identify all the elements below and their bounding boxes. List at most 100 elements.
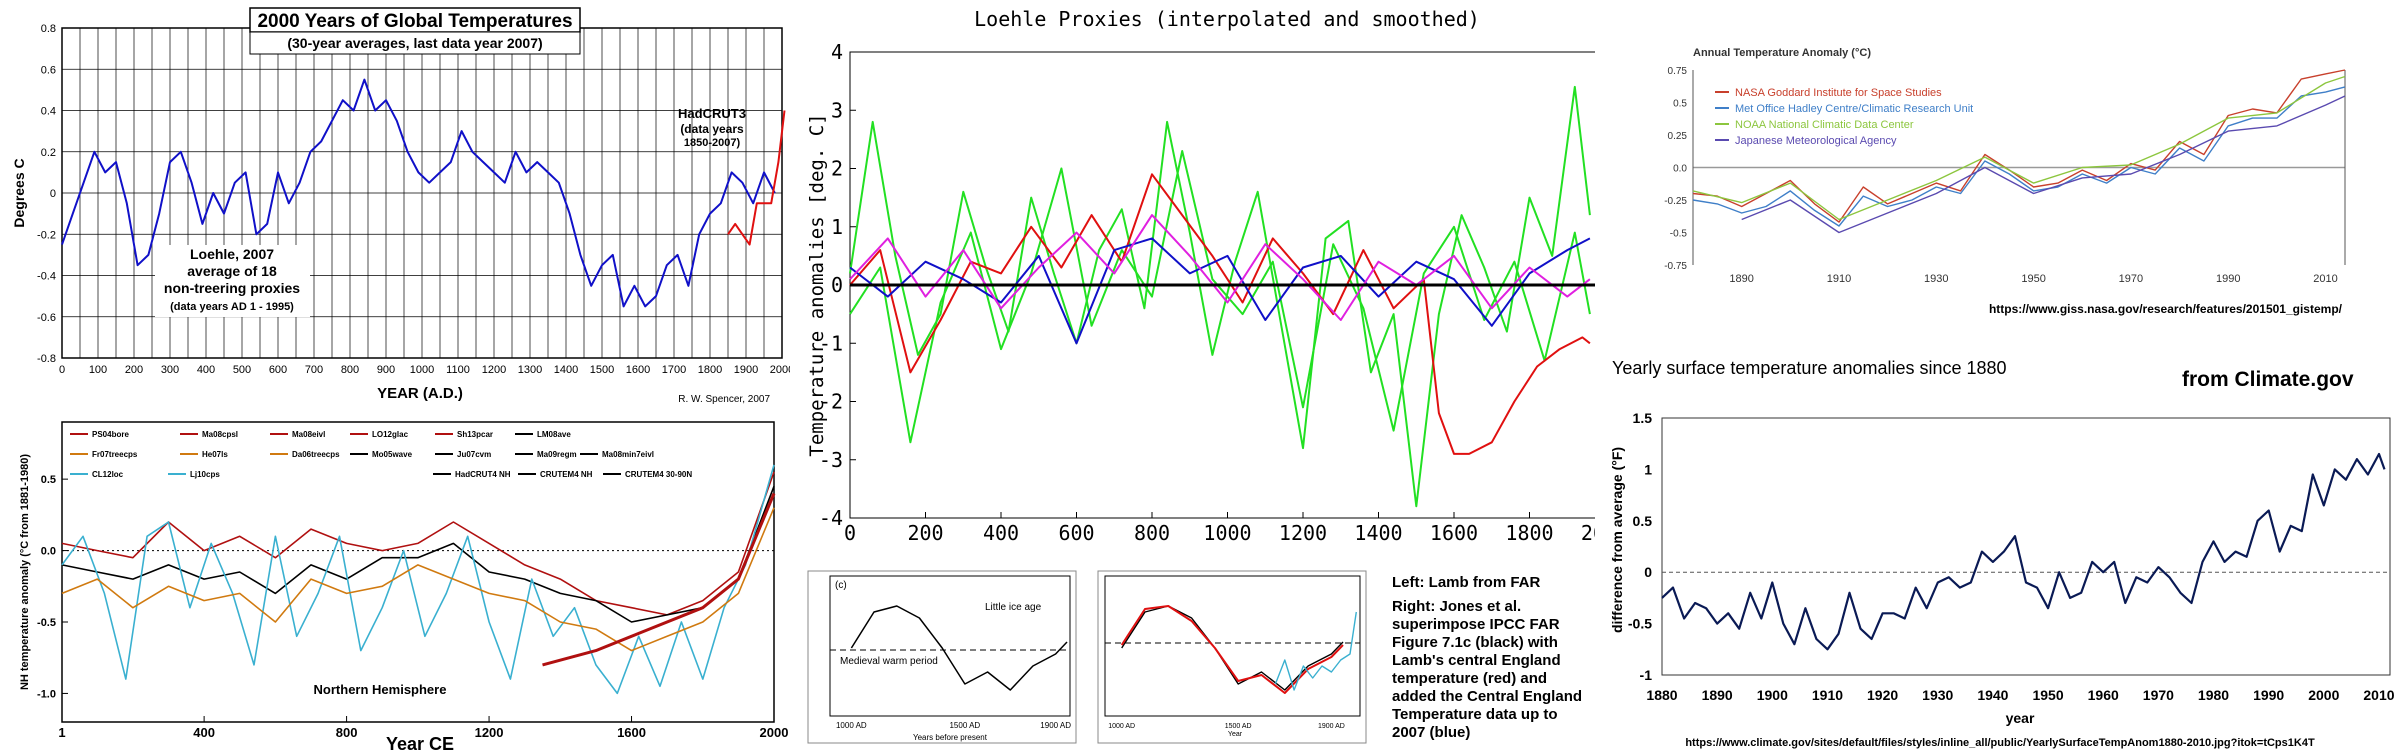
lamb-xlabel: Years before present	[913, 733, 988, 742]
giss-source: https://www.giss.nasa.gov/research/featu…	[1989, 302, 2343, 316]
loehle-y-tick: -4	[819, 506, 843, 530]
nh-legend-label: HadCRUT4 NH	[455, 470, 511, 479]
jones-x-tick: 1000 AD	[1108, 723, 1135, 730]
loehle-y-tick: 2	[831, 157, 843, 181]
nh-legend-label: Mo05wave	[372, 450, 413, 459]
spencer-y-tick: -0.8	[37, 353, 56, 365]
loehle-x-tick: 1400	[1354, 521, 1402, 545]
lamb-annotation-mwp: Medieval warm period	[840, 656, 938, 667]
series-ps04bore	[542, 492, 776, 667]
series-proxy-green-1	[849, 85, 1591, 508]
spencer-y-tick: -0.6	[37, 312, 56, 324]
giss-legend-label: NOAA National Climatic Data Center	[1735, 119, 1914, 131]
spencer-loehle-label: average of 18	[187, 263, 277, 279]
series-anomaly	[1661, 452, 2386, 651]
climategov-xlabel: year	[2006, 710, 2035, 726]
series-central-england-2007	[1274, 611, 1357, 691]
giss-x-tick: 1930	[1924, 273, 1948, 285]
spencer-title: 2000 Years of Global Temperatures	[257, 11, 572, 32]
spencer-x-tick: 2000	[770, 364, 790, 376]
loehle-x-tick: 200	[907, 521, 943, 545]
spencer-subtitle: (30-year averages, last data year 2007)	[287, 35, 542, 51]
climategov-x-tick: 2000	[2308, 687, 2339, 703]
loehle-y-tick: 1	[831, 215, 843, 239]
spencer-x-tick: 1000	[410, 364, 434, 376]
climategov-x-tick: 1950	[2032, 687, 2063, 703]
climategov-brand: from Climate.gov	[2182, 368, 2354, 391]
nh-legend-label: Ma08cpsl	[202, 430, 238, 439]
spencer-loehle-label: Loehle, 2007	[190, 246, 274, 262]
nh-legend-label: Lj10cps	[190, 470, 220, 479]
giss-legend-label: Met Office Hadley Centre/Climatic Resear…	[1735, 103, 1973, 115]
nh-legend-label: CL12loc	[92, 470, 124, 479]
spencer-hadcrut-label: (data years	[680, 122, 744, 136]
giss-title: Annual Temperature Anomaly (°C)	[1693, 47, 1871, 59]
nh-y-tick: -1.0	[37, 688, 56, 700]
nh-legend-label: Sh13pcar	[457, 430, 493, 439]
spencer-x-tick: 500	[233, 364, 251, 376]
spencer-loehle-label: non-treering proxies	[164, 280, 300, 296]
giss-y-tick: 0.0	[1673, 164, 1687, 175]
lamb-chart: (c) Little ice age Medieval warm period …	[807, 570, 1077, 744]
nh-legend-label: Ma08eivl	[292, 430, 325, 439]
climategov-x-tick: 1930	[1922, 687, 1953, 703]
climategov-title: Yearly surface temperature anomalies sin…	[1612, 358, 2007, 378]
climategov-x-tick: 1980	[2198, 687, 2229, 703]
nh-legend-label: Fr07treecps	[92, 450, 138, 459]
jones-note-line: 2007 (blue)	[1392, 724, 1471, 741]
climategov-ylabel: difference from average (°F)	[1609, 447, 1625, 633]
series-lamb	[850, 605, 1068, 691]
spencer-loehle-label: (data years AD 1 - 1995)	[170, 301, 294, 313]
loehle-x-tick: 2000	[1581, 521, 1595, 545]
lamb-annotation-lia: Little ice age	[985, 602, 1042, 613]
jones-note-line: temperature (red) and	[1392, 670, 1548, 687]
spencer-x-tick: 1600	[626, 364, 650, 376]
lamb-panel-label: (c)	[835, 580, 847, 591]
giss-legend-label: Japanese Meteorological Agency	[1735, 135, 1897, 147]
climategov-x-tick: 1990	[2253, 687, 2284, 703]
spencer-y-tick: 0.6	[41, 64, 56, 76]
loehle-x-tick: 400	[983, 521, 1019, 545]
lamb-x-tick: 1000 AD	[836, 721, 867, 730]
nh-x-tick: 1600	[617, 725, 646, 740]
spencer-x-tick: 1900	[734, 364, 758, 376]
nh-legend-label: CRUTEM4 NH	[540, 470, 593, 479]
jones-note-line: added the Central England	[1392, 688, 1583, 705]
series-proxy-blue	[849, 237, 1591, 345]
spencer-x-tick: 1300	[518, 364, 542, 376]
climategov-y-tick: 1.5	[1633, 410, 1653, 426]
giss-x-tick: 2010	[2313, 273, 2337, 285]
spencer-hadcrut-label: 1850-2007)	[684, 137, 741, 149]
spencer-x-tick: 400	[197, 364, 215, 376]
spencer-x-tick: 1100	[446, 364, 470, 376]
giss-x-tick: 1950	[2021, 273, 2045, 285]
giss-x-tick: 1990	[2216, 273, 2240, 285]
climategov-x-tick: 1890	[1702, 687, 1733, 703]
jones-note-line: Right: Jones et al.	[1392, 598, 1522, 615]
spencer-x-tick: 700	[305, 364, 323, 376]
spencer-x-tick: 0	[59, 364, 65, 376]
giss-y-tick: 0.25	[1668, 131, 1688, 142]
climategov-y-tick: -0.5	[1628, 616, 1652, 632]
loehle-x-tick: 1800	[1505, 521, 1553, 545]
jones-note-line: Lamb's central England	[1392, 652, 1561, 669]
jones-note-line: Temperature data up to	[1392, 706, 1558, 723]
spencer-xlabel: YEAR (A.D.)	[377, 385, 463, 402]
jones-note-line: superimpose IPCC FAR	[1392, 616, 1560, 633]
series-lamb-central-england	[1120, 605, 1344, 694]
loehle-proxies-chart: Loehle Proxies (interpolated and smoothe…	[806, 7, 1595, 545]
nh-ylabel: NH temperature anomaly (°C from 1881-198…	[19, 454, 31, 690]
spencer-x-tick: 200	[125, 364, 143, 376]
giss-y-tick: -0.5	[1670, 229, 1688, 240]
loehle-x-tick: 1600	[1430, 521, 1478, 545]
nh-x-tick: 1	[58, 725, 65, 740]
series-fr07treecps	[61, 507, 775, 652]
climategov-x-tick: 1900	[1757, 687, 1788, 703]
climategov-x-tick: 1940	[1977, 687, 2008, 703]
jones-note-line: Figure 7.1c (black) with	[1392, 634, 1558, 651]
climategov-y-tick: 0	[1644, 564, 1652, 580]
jones-xlabel: Year	[1228, 731, 1243, 738]
loehle-x-tick: 1000	[1203, 521, 1251, 545]
jones-x-tick: 1900 AD	[1318, 723, 1345, 730]
climategov-chart: Yearly surface temperature anomalies sin…	[1609, 358, 2395, 749]
